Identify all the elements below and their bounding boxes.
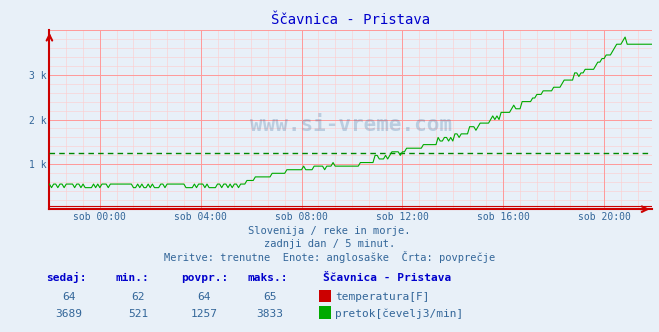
Text: 64: 64 [63,292,76,302]
Text: maks.:: maks.: [247,273,287,283]
Text: 64: 64 [198,292,211,302]
Text: sedaj:: sedaj: [46,272,86,283]
Text: pretok[čevelj3/min]: pretok[čevelj3/min] [335,308,463,319]
Text: www.si-vreme.com: www.si-vreme.com [250,115,452,135]
Title: Ščavnica - Pristava: Ščavnica - Pristava [272,13,430,27]
Text: temperatura[F]: temperatura[F] [335,292,429,302]
Text: 521: 521 [129,309,148,319]
Text: 65: 65 [264,292,277,302]
Text: Slovenija / reke in morje.: Slovenija / reke in morje. [248,226,411,236]
Text: Ščavnica - Pristava: Ščavnica - Pristava [323,273,451,283]
Text: Meritve: trenutne  Enote: anglosaške  Črta: povprečje: Meritve: trenutne Enote: anglosaške Črta… [164,251,495,263]
Text: min.:: min.: [115,273,149,283]
Text: 3833: 3833 [257,309,283,319]
Text: 1257: 1257 [191,309,217,319]
Text: 62: 62 [132,292,145,302]
Text: zadnji dan / 5 minut.: zadnji dan / 5 minut. [264,239,395,249]
Text: povpr.:: povpr.: [181,273,229,283]
Text: 3689: 3689 [56,309,82,319]
